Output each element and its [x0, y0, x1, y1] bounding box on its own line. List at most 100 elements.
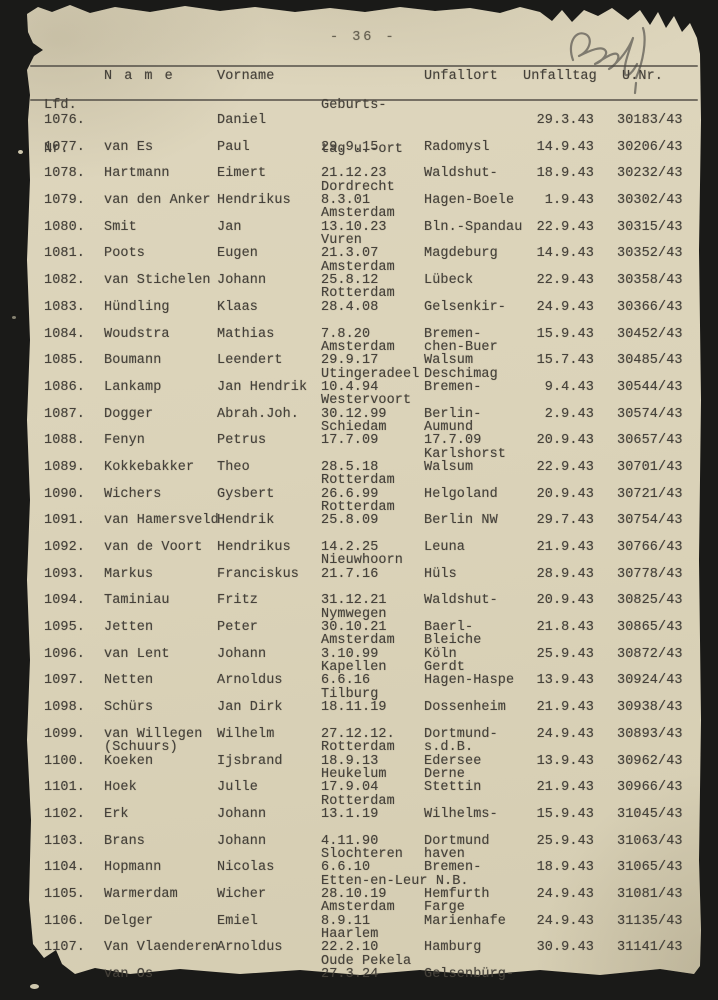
birth-date: 28.10.19 [321, 886, 387, 902]
birth-date: 8.3.01 [321, 193, 371, 209]
surname: Koeken [104, 728, 153, 821]
birth-place: Heukelum [321, 766, 387, 782]
table-row: 1090. van Hamersveld Gysbert 25.8.09 Nie… [0, 486, 718, 568]
surname: Erk [104, 781, 153, 874]
birth-place: Haarlem [321, 926, 379, 942]
surname: Schürs (Schuurs) [104, 674, 178, 781]
accident-date: 18.9.43 [536, 860, 594, 876]
first-name: Fritz [217, 593, 259, 609]
row-number: 1098. [44, 700, 86, 716]
accident-place-line1: Hamburg [424, 940, 482, 956]
surname-line1: Boumann [104, 353, 162, 369]
surname: Taminiau [104, 568, 170, 661]
surname: Markus [104, 541, 153, 634]
accident-place: Dortmund [424, 808, 490, 901]
birth-place: Slochteren [321, 846, 404, 862]
first-name: Paul [217, 139, 250, 155]
birth-place: Rotterdam [321, 793, 395, 809]
surname: Hündling [104, 274, 170, 367]
table-row: 1091. van de Voort Hendrik 14.2.25 Leuna… [0, 513, 718, 555]
accident-date: 15.7.43 [536, 353, 594, 369]
record-number: 30452/43 [617, 326, 683, 342]
birth-place: Rotterdam [321, 499, 395, 515]
birth-date-place: 7.8.20 Utingeradeel [321, 301, 419, 408]
surname: van Os [104, 941, 153, 1000]
accident-place: Bln.-Spandau [424, 194, 522, 287]
surname-line1: Warmerdam [104, 886, 178, 902]
record-number: 30924/43 [617, 673, 683, 689]
table-row: 1100. Hoek Ijsbrand 17.9.04 Stettin 13.9… [0, 754, 718, 795]
record-number: 30754/43 [617, 513, 683, 529]
row-number: 1105. [44, 886, 86, 902]
row-number: 1097. [44, 673, 86, 689]
birth-date-place: 6.6.16 [321, 648, 370, 741]
birth-place: Nieuwhoorn [321, 553, 404, 569]
accident-date: 30.9.43 [536, 940, 594, 956]
accident-date: 15.9.43 [536, 806, 594, 822]
record-number: 30825/43 [617, 593, 683, 609]
surname-line1: van Stichelen [104, 273, 211, 289]
records-table: 1076. van Es Daniel 29.9.15 Dordrecht Ra… [0, 113, 718, 982]
table-row: 1093. Taminiau Franciskus 31.12.21 Amste… [0, 567, 718, 648]
accident-date: 21.9.43 [536, 540, 594, 555]
first-name: Daniel [217, 113, 267, 128]
table-row: 1081. van Stichelen Eugen 25.8.12 Lübeck… [0, 246, 718, 288]
record-number: 30865/43 [617, 620, 683, 636]
accident-place-line1: Walsum [424, 353, 474, 369]
birth-place: Rotterdam [321, 740, 395, 756]
accident-place-line2: Gerdt [424, 660, 466, 676]
first-name: Abrah.Joh. [217, 406, 300, 422]
surname: van Willegen [104, 701, 202, 794]
first-name: Johann [217, 646, 267, 662]
first-name: Hendrikus [217, 540, 291, 555]
table-row: 1078. van den Anker Eimert 8.3.01 Vuren … [0, 166, 718, 248]
paper-speck [12, 316, 16, 319]
birth-date: 28.5.18 [321, 459, 379, 475]
record-number: 30358/43 [617, 273, 683, 289]
birth-place: Etten-en-Leur N.B. [321, 873, 469, 889]
row-number: 1096. [44, 646, 86, 662]
accident-date: 29.3.43 [536, 113, 594, 128]
surname: Jetten [104, 594, 153, 687]
birth-date: 21.3.07 [321, 246, 379, 262]
surname-line1: Taminiau [104, 593, 170, 609]
row-number: 1081. [44, 246, 86, 262]
accident-place-line1: Berlin NW [424, 513, 498, 529]
table-row: 1088. Kokkebakker Petrus 28.5.18 Rotterd… [0, 434, 718, 515]
surname: Fenyn [104, 408, 153, 501]
accident-place: Edersee [424, 728, 481, 821]
birth-date: 13.1.19 [321, 806, 379, 822]
accident-place-line1: Baerl- [424, 620, 474, 636]
first-name: Gysbert [217, 486, 275, 502]
surname: Warmerdam [104, 861, 178, 954]
surname: Van Vlaenderen [104, 915, 219, 1000]
column-header-geburtstag: Geburts- tag u.-ort [321, 70, 403, 186]
first-name: Arnoldus [217, 940, 283, 956]
accident-place-line1: Hemfurth [424, 886, 490, 902]
accident-place: Bremen- Deschimag [424, 301, 498, 408]
birth-date-place: 29.9.17 Westervoort [321, 328, 411, 435]
column-header-unfalltag: Unfalltag [523, 69, 597, 84]
record-number: 30183/43 [617, 113, 683, 128]
record-number: 31135/43 [617, 913, 683, 929]
accident-date: 24.9.43 [536, 913, 594, 929]
accident-place-line1: Bremen- [424, 379, 482, 395]
record-number: 31045/43 [617, 806, 683, 822]
birth-date: 3.10.99 [321, 646, 379, 662]
accident-place: Hagen-Boele [424, 167, 514, 260]
accident-place: Stettin [424, 755, 481, 848]
accident-date: 21.9.43 [536, 700, 594, 716]
accident-place: Hagen-Haspe [424, 648, 514, 741]
accident-place: Köln [424, 621, 473, 714]
accident-date: 18.9.43 [536, 166, 594, 182]
accident-place: 17.7.09 [424, 408, 481, 501]
record-number: 30366/43 [617, 299, 683, 315]
row-number: 1101. [44, 780, 86, 796]
header-rule-bottom [30, 99, 698, 101]
row-number: 1077. [44, 139, 86, 155]
surname: Boumann [104, 328, 161, 421]
accident-date: 24.9.43 [536, 726, 594, 742]
accident-place: Dortmund- Derne [424, 701, 498, 808]
first-name: Theo [217, 459, 250, 475]
